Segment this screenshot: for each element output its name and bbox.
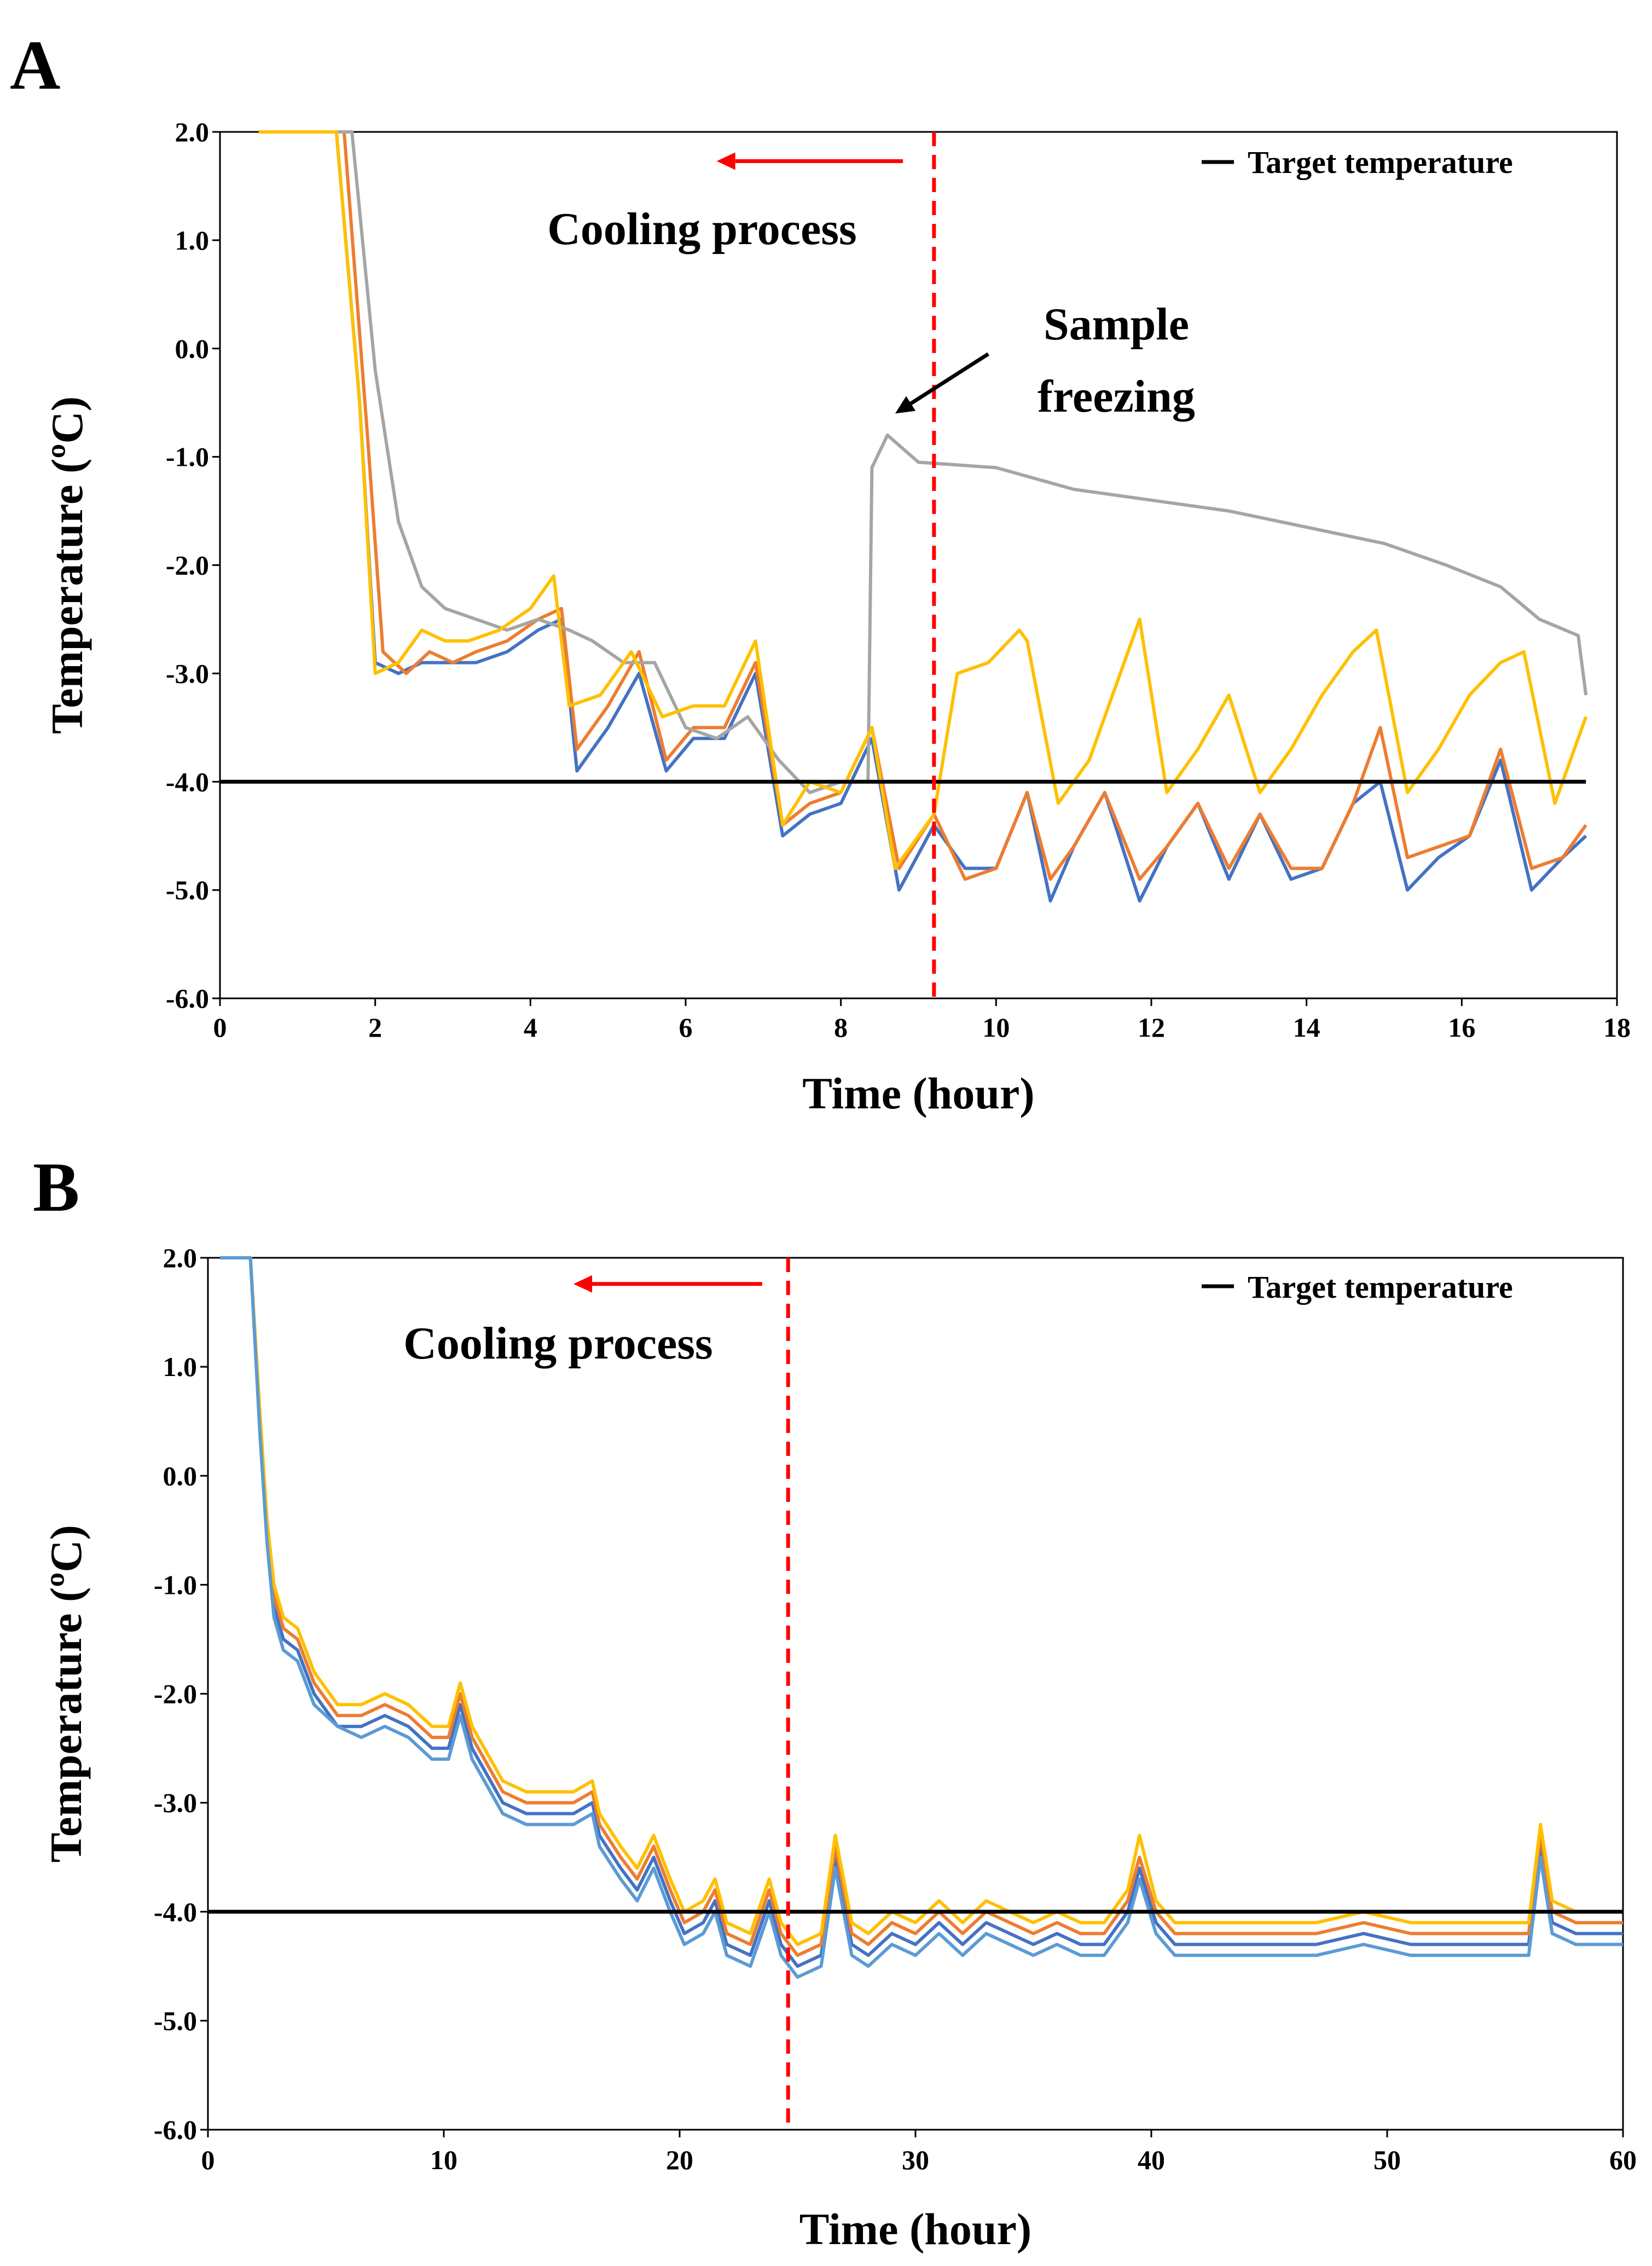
- panel-a-annotation-text: Cooling process: [547, 204, 856, 255]
- panel-b-label: B: [33, 1148, 79, 1226]
- panel-b-y-tick-label: -4.0: [154, 1897, 197, 1927]
- panel-b-x-tick-label: 50: [1373, 2144, 1401, 2175]
- panel-a-y-tick-label: -1.0: [166, 442, 209, 472]
- panel-b-y-tick-label: -3.0: [154, 1788, 197, 1818]
- panel-a-plot-frame: [219, 131, 1618, 999]
- panel-a-x-tick-label: 4: [524, 1012, 537, 1043]
- panel-b-series-1-line: [219, 1256, 1623, 1968]
- panel-a-x-tick-label: 10: [982, 1012, 1010, 1043]
- panel-a-y-axis-title: Temperature (ºC): [42, 396, 92, 734]
- panel-a-y-tick-label: -6.0: [166, 983, 209, 1014]
- panel-b-x-tick-label: 40: [1138, 2144, 1165, 2175]
- panel-b-x-tick-label: 0: [201, 2144, 215, 2175]
- panel-a-x-tick-label: 8: [834, 1012, 848, 1043]
- panel-b-y-tick-label: -5.0: [154, 2005, 197, 2036]
- panel-b-x-tick-label: 20: [666, 2144, 693, 2175]
- panel-b-series-4-line: [219, 1256, 1623, 1979]
- panel-b-annotation-arrow-head: [573, 1275, 593, 1293]
- panel-a-x-tick-label: 18: [1603, 1012, 1631, 1043]
- panel-a-y-tick-label: 2.0: [175, 117, 210, 147]
- panel-a-annotation-arrow-shaft: [909, 352, 990, 406]
- panel-b-x-tick-label: 10: [430, 2144, 457, 2175]
- panel-a-x-tick-label: 6: [679, 1012, 693, 1043]
- panel-a-x-tick-label: 2: [368, 1012, 382, 1043]
- panel-a-y-tick-label: -2.0: [166, 550, 209, 581]
- panel-b-chart: B 2.0 1.0 0.0 -1.0 -2.0 -3.0 -4.0 -5.0 -6.00 10 20…: [33, 1148, 1637, 2254]
- panel-a-x-axis-title: Time (hour): [802, 1068, 1034, 1118]
- panel-a-chart: A 2.0 1.0 0.0 -1.0 -2.0 -3.0 -4.0 -5.0 -6.00 2 4 6 8…: [10, 26, 1631, 1118]
- panel-a-y-tick-label: 0.0: [175, 333, 210, 364]
- panel-a-x-tick-label: 12: [1138, 1012, 1165, 1043]
- panel-a-annotation-arrow-head: [895, 396, 916, 414]
- panel-a-x-tick-label: 0: [213, 1012, 227, 1043]
- panel-b-legend-label: Target temperature: [1248, 1269, 1513, 1305]
- panel-a-y-tick-label: 1.0: [175, 225, 210, 256]
- panel-a-annotation-text: Sample: [1044, 299, 1189, 350]
- panel-a-y-tick-label: -4.0: [166, 766, 209, 797]
- panel-b-x-tick-label: 60: [1609, 2144, 1637, 2175]
- panel-a-label: A: [10, 26, 60, 104]
- panel-a-y-tick-label: -5.0: [166, 875, 209, 905]
- panel-a-legend-label: Target temperature: [1248, 144, 1513, 180]
- panel-a-annotation-text: freezing: [1037, 371, 1195, 422]
- panel-b-x-tick-label: 30: [902, 2144, 929, 2175]
- panel-b-y-axis-title: Temperature (ºC): [41, 1525, 91, 1863]
- panel-b-y-tick-label: -1.0: [154, 1569, 197, 1600]
- panel-a-y-tick-label: -3.0: [166, 658, 209, 689]
- panel-b-y-tick-label: -6.0: [154, 2114, 197, 2145]
- panel-b-y-tick-label: 1.0: [163, 1351, 198, 1382]
- panel-b-annotation-text: Cooling process: [403, 1318, 712, 1369]
- panel-a-x-tick-label: 14: [1293, 1012, 1320, 1043]
- panel-b-y-tick-label: 0.0: [163, 1460, 198, 1491]
- panel-b-plot-frame: [207, 1257, 1624, 2131]
- panel-a-annotation-arrow-head: [716, 152, 735, 170]
- panel-a-series-1-line: [258, 130, 1587, 903]
- panel-a-series-4-line: [258, 130, 1588, 870]
- panel-a-series-2-line: [258, 130, 1587, 881]
- panel-b-series-3-line: [219, 1256, 1623, 1946]
- panel-b-x-axis-title: Time (hour): [799, 2204, 1031, 2254]
- panel-b-y-tick-label: 2.0: [163, 1242, 198, 1273]
- panel-a-x-tick-label: 16: [1448, 1012, 1475, 1043]
- panel-a-series-3-line: [258, 130, 1588, 794]
- panel-b-y-tick-label: -2.0: [154, 1679, 197, 1709]
